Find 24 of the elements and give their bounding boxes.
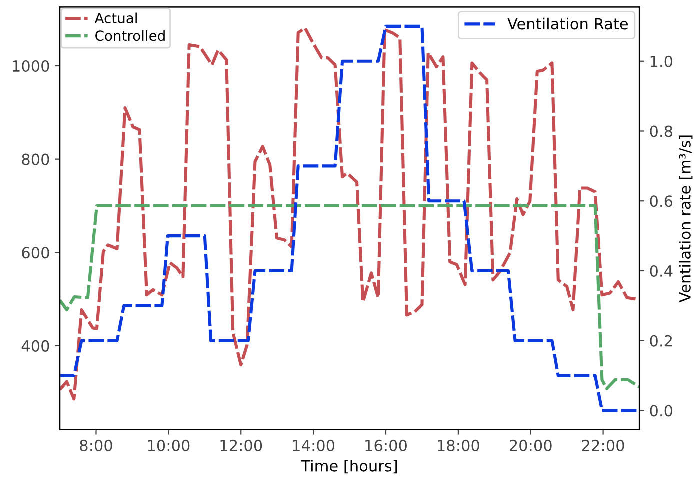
x-tick-label: 10:00 [148, 440, 190, 452]
y2-tick-label: 0.4 [650, 265, 673, 278]
y-tick-label: 600 [22, 247, 50, 259]
x-axis-title: Time [hours] [301, 460, 398, 474]
line-series [60, 204, 640, 390]
legend-label: Actual [94, 12, 137, 24]
y-tick-label: 400 [22, 340, 50, 352]
y-tick-label: 1000 [13, 60, 50, 72]
legend-label: Ventilation Rate [508, 18, 628, 30]
y2-tick-label: 0.6 [650, 196, 673, 208]
x-tick-label: 12:00 [220, 440, 262, 452]
y2-tick-label: 0.2 [650, 335, 672, 347]
x-tick-label: 20:00 [510, 440, 552, 452]
y2-tick-label: 0.8 [650, 126, 672, 138]
x-tick-label: 14:00 [293, 440, 335, 452]
x-tick-label: 18:00 [438, 440, 480, 452]
legend-label: Controlled [96, 30, 165, 42]
y2-axis-title: Ventilation rate [m³/s] [679, 136, 693, 303]
x-tick-label: 8:00 [80, 440, 112, 452]
y2-tick-label: 1.0 [650, 56, 673, 68]
y2-tick-label: 0.0 [650, 405, 673, 417]
x-tick-label: 22:00 [582, 440, 624, 452]
x-tick-label: 16:00 [366, 440, 407, 452]
y-tick-label: 800 [22, 154, 50, 166]
